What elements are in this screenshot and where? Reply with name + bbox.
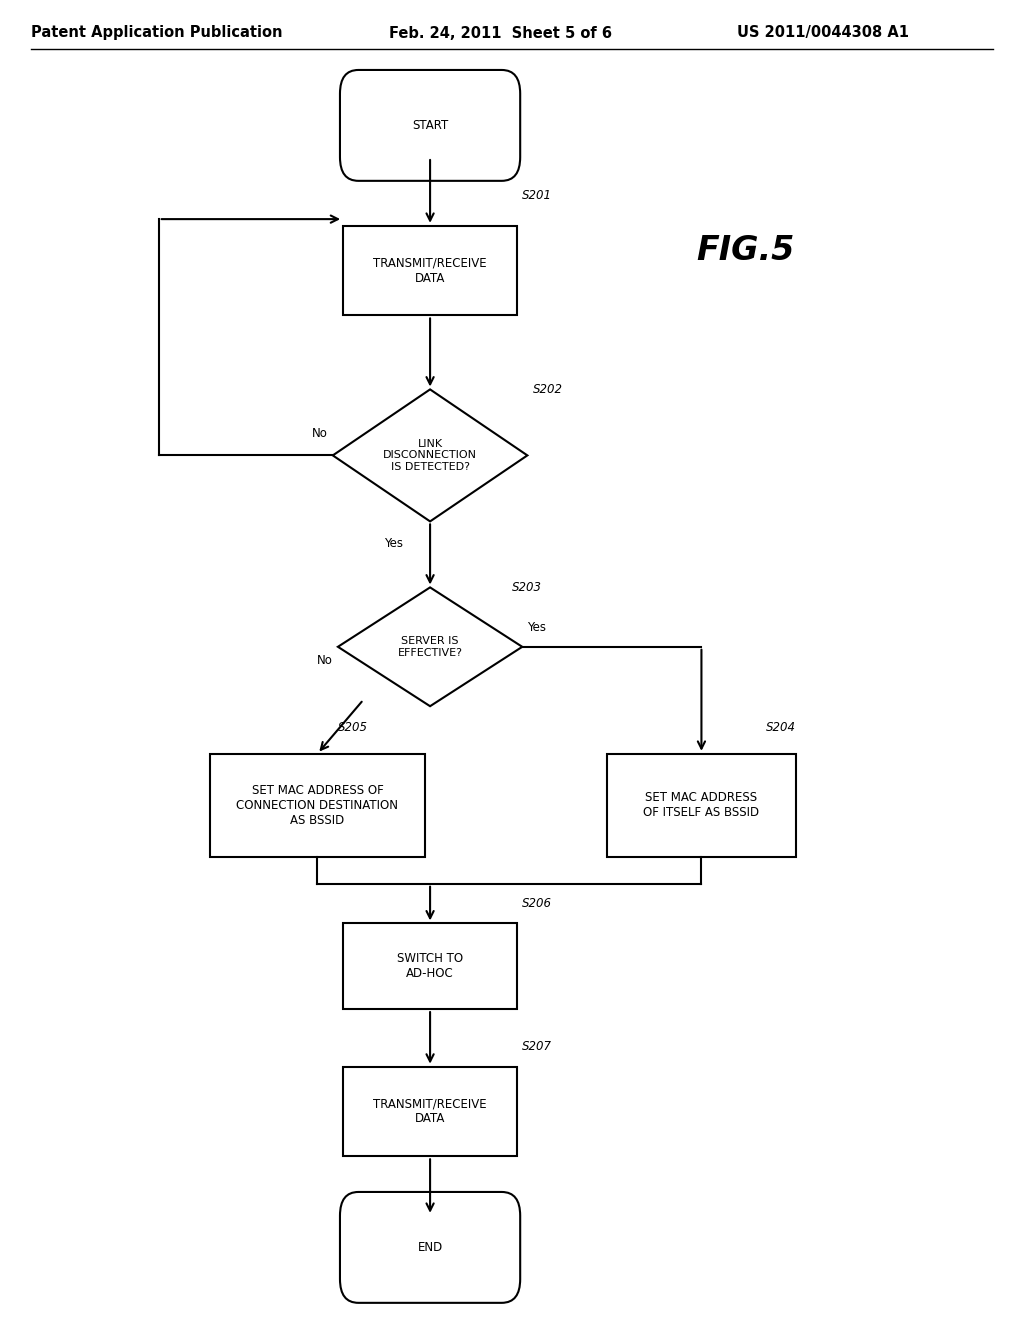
Text: SET MAC ADDRESS
OF ITSELF AS BSSID: SET MAC ADDRESS OF ITSELF AS BSSID (643, 791, 760, 820)
Text: TRANSMIT/RECEIVE
DATA: TRANSMIT/RECEIVE DATA (374, 1097, 486, 1126)
Text: S201: S201 (522, 189, 552, 202)
Bar (343, 226, 517, 315)
Text: Patent Application Publication: Patent Application Publication (31, 25, 283, 41)
Bar (210, 754, 425, 857)
Text: S206: S206 (522, 898, 552, 911)
Text: S202: S202 (532, 383, 562, 396)
Text: Yes: Yes (384, 537, 403, 550)
Bar (343, 1067, 517, 1156)
Text: S203: S203 (512, 581, 542, 594)
Text: SET MAC ADDRESS OF
CONNECTION DESTINATION
AS BSSID: SET MAC ADDRESS OF CONNECTION DESTINATIO… (237, 784, 398, 826)
Text: SWITCH TO
AD-HOC: SWITCH TO AD-HOC (397, 952, 463, 981)
Text: Feb. 24, 2011  Sheet 5 of 6: Feb. 24, 2011 Sheet 5 of 6 (389, 25, 612, 41)
Text: No: No (311, 426, 328, 440)
FancyBboxPatch shape (340, 1192, 520, 1303)
Text: S204: S204 (766, 721, 796, 734)
Bar (606, 754, 797, 857)
FancyBboxPatch shape (340, 70, 520, 181)
Text: START: START (412, 119, 449, 132)
Polygon shape (333, 389, 527, 521)
Bar (343, 924, 517, 1008)
Text: No: No (316, 653, 333, 667)
Polygon shape (338, 587, 522, 706)
Text: TRANSMIT/RECEIVE
DATA: TRANSMIT/RECEIVE DATA (374, 256, 486, 285)
Text: US 2011/0044308 A1: US 2011/0044308 A1 (737, 25, 909, 41)
Text: FIG.5: FIG.5 (696, 235, 795, 267)
Text: SERVER IS
EFFECTIVE?: SERVER IS EFFECTIVE? (397, 636, 463, 657)
Text: S207: S207 (522, 1040, 552, 1053)
Text: Yes: Yes (527, 620, 547, 634)
Text: END: END (418, 1241, 442, 1254)
Text: LINK
DISCONNECTION
IS DETECTED?: LINK DISCONNECTION IS DETECTED? (383, 438, 477, 473)
Text: S205: S205 (338, 721, 368, 734)
